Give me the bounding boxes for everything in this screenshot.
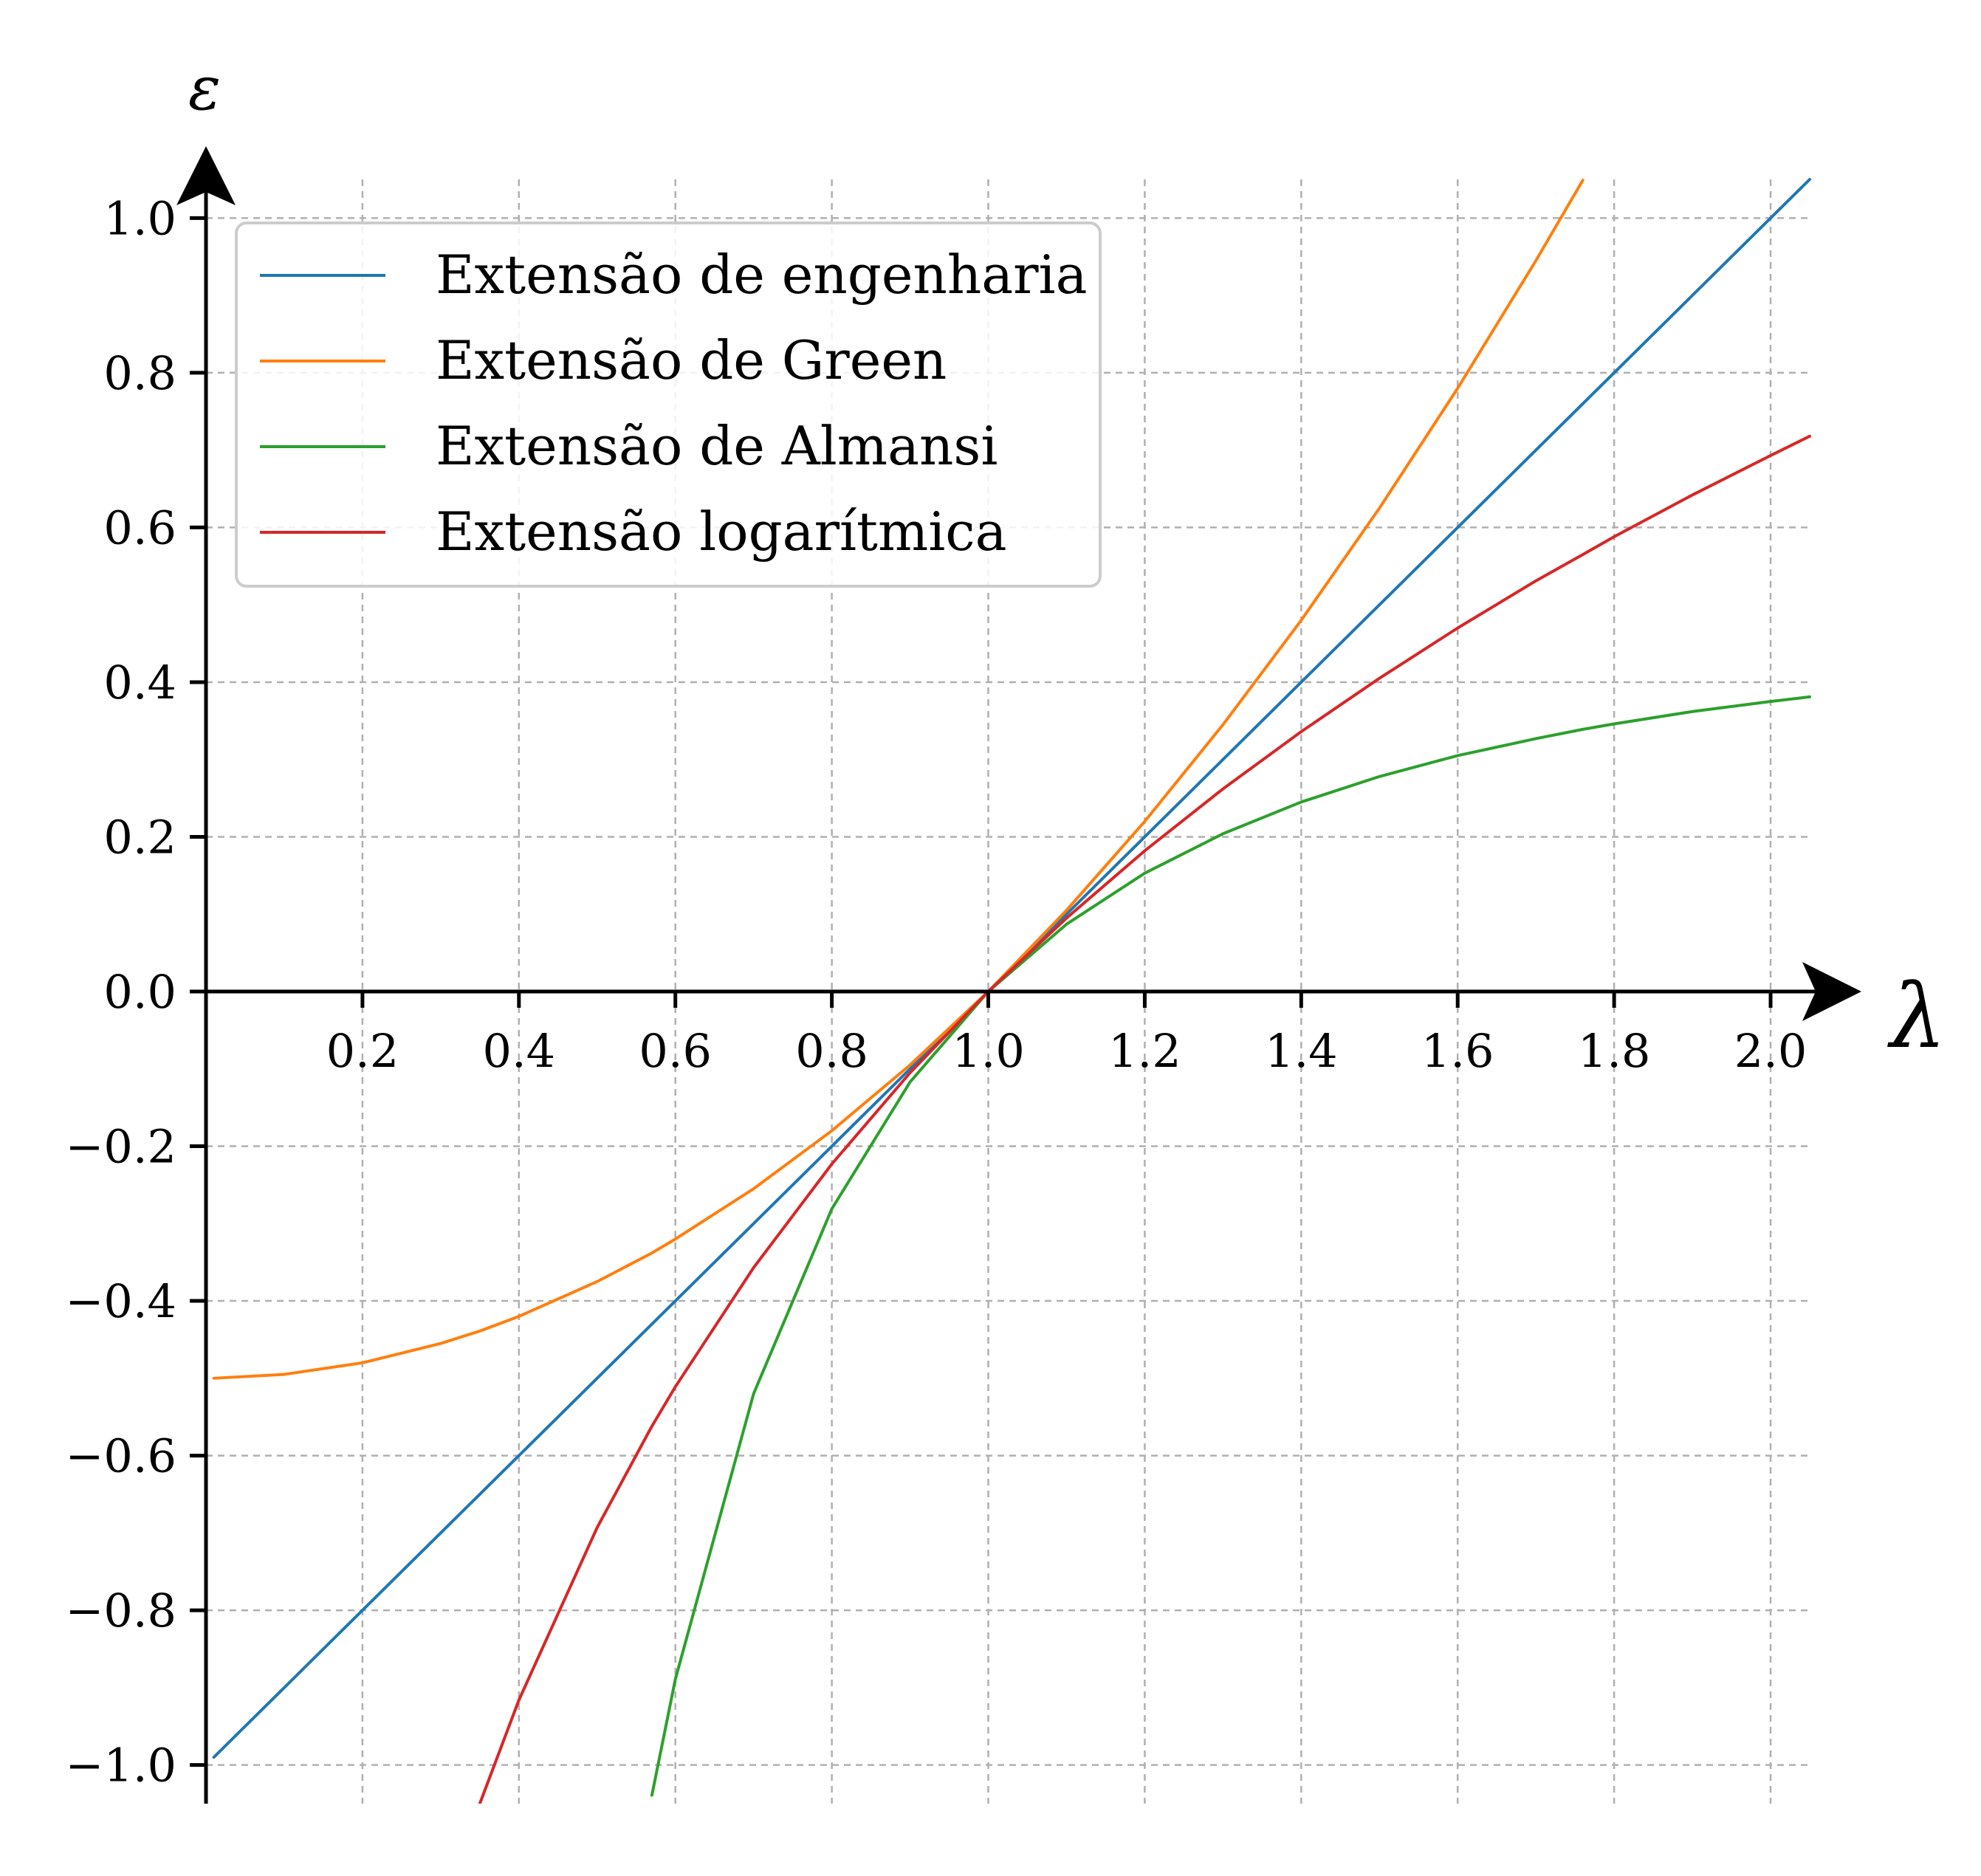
x-tick-label: 1.4 <box>1265 1024 1338 1078</box>
y-tick-label: −0.6 <box>65 1429 176 1483</box>
y-tick-label: 1.0 <box>103 191 176 245</box>
series-line-2 <box>650 695 1811 1797</box>
y-tick-label: −0.8 <box>65 1584 176 1638</box>
legend-entry: Extensão logarítmica <box>436 501 1007 563</box>
y-tick-label: 0.6 <box>103 501 176 554</box>
y-tick-label: 0.8 <box>103 346 176 400</box>
x-tick-label: 0.2 <box>326 1024 399 1078</box>
axes: λ ε <box>176 54 1946 1804</box>
x-tick-label: 2.0 <box>1734 1024 1807 1078</box>
y-tick-label: −0.4 <box>65 1274 176 1328</box>
series-line-3 <box>478 434 1811 1804</box>
y-tick-label: 0.0 <box>103 965 176 1019</box>
series-line-1 <box>212 179 1585 1380</box>
x-tick-label: 1.0 <box>952 1024 1025 1078</box>
y-tick-label: 0.2 <box>103 810 176 864</box>
y-axis-arrow <box>176 146 236 205</box>
legend-items: Extensão de engenharia Extensão de Green E… <box>260 244 1088 563</box>
x-tick-label: 0.8 <box>795 1024 868 1078</box>
y-tick-label: 0.4 <box>103 656 176 709</box>
x-tick-label: 1.6 <box>1421 1024 1494 1078</box>
legend: Extensão de engenharia Extensão de Green E… <box>235 221 1102 588</box>
x-tick-label: 1.2 <box>1108 1024 1181 1078</box>
x-axis-label: λ <box>1887 966 1946 1068</box>
y-tick-label: −0.2 <box>65 1120 176 1174</box>
x-axis-arrow <box>1802 962 1861 1021</box>
legend-entry: Extensão de Green <box>436 329 947 391</box>
x-tick-label: 1.8 <box>1578 1024 1651 1078</box>
y-tick-label: −1.0 <box>65 1739 176 1793</box>
x-tick-label: 0.6 <box>639 1024 712 1078</box>
y-axis-label: ε <box>188 54 221 124</box>
legend-entry: Extensão de engenharia <box>436 244 1088 306</box>
legend-entry: Extensão de Almansi <box>436 415 998 477</box>
ticks: 0.2 0.4 0.6 0.8 1.0 1.2 1.4 1.6 1.8 2.0 1.0 0.8 0.6 0… <box>65 191 1807 1792</box>
x-tick-label: 0.4 <box>483 1024 556 1078</box>
legend-frame <box>235 221 1102 588</box>
